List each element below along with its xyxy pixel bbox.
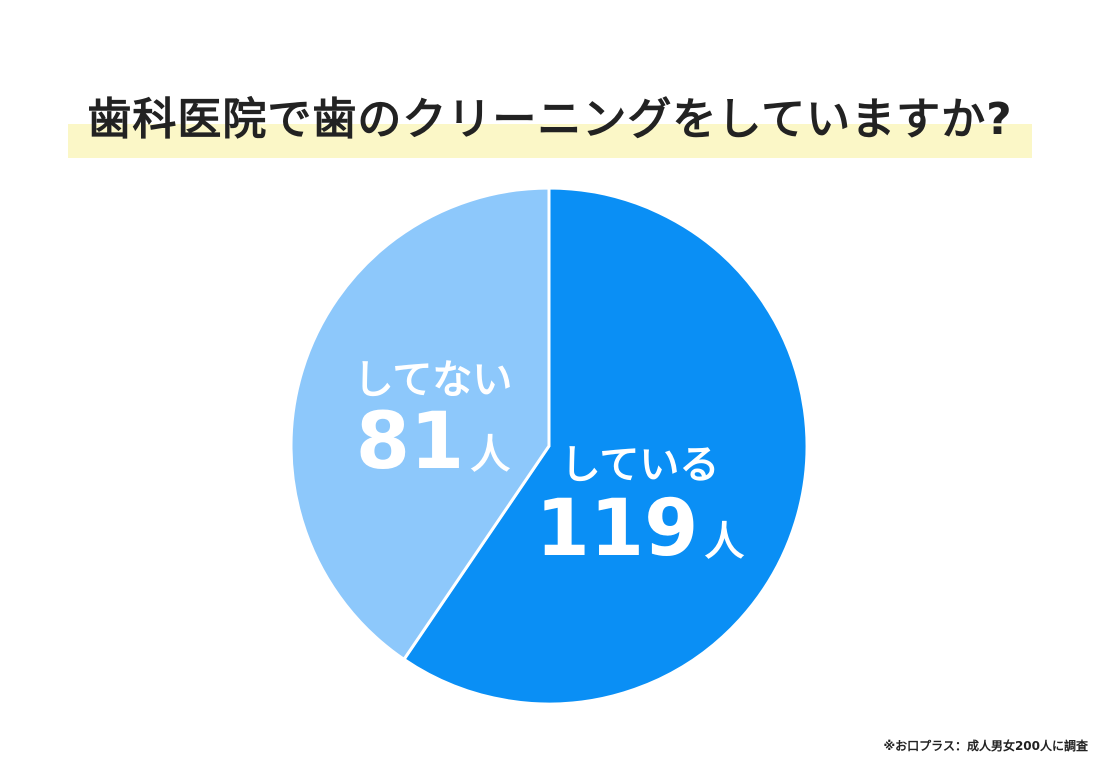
chart-title: 歯科医院で歯のクリーニングをしていますか?: [87, 94, 1013, 145]
slice-count-2: 81 人: [356, 397, 511, 487]
pie-slice-2: [289, 186, 551, 662]
source-note: ※お口プラス：成人男女200人に調査: [883, 739, 1088, 753]
chart-title-area: 歯科医院で歯のクリーニングをしていますか?: [68, 86, 1032, 166]
slice-count-1: 119 人: [536, 484, 745, 574]
slice-label-1: している: [561, 442, 720, 488]
pie-slice-1: [401, 186, 809, 706]
title-highlight: [68, 124, 1032, 158]
slice-label-2: してない: [354, 357, 513, 403]
